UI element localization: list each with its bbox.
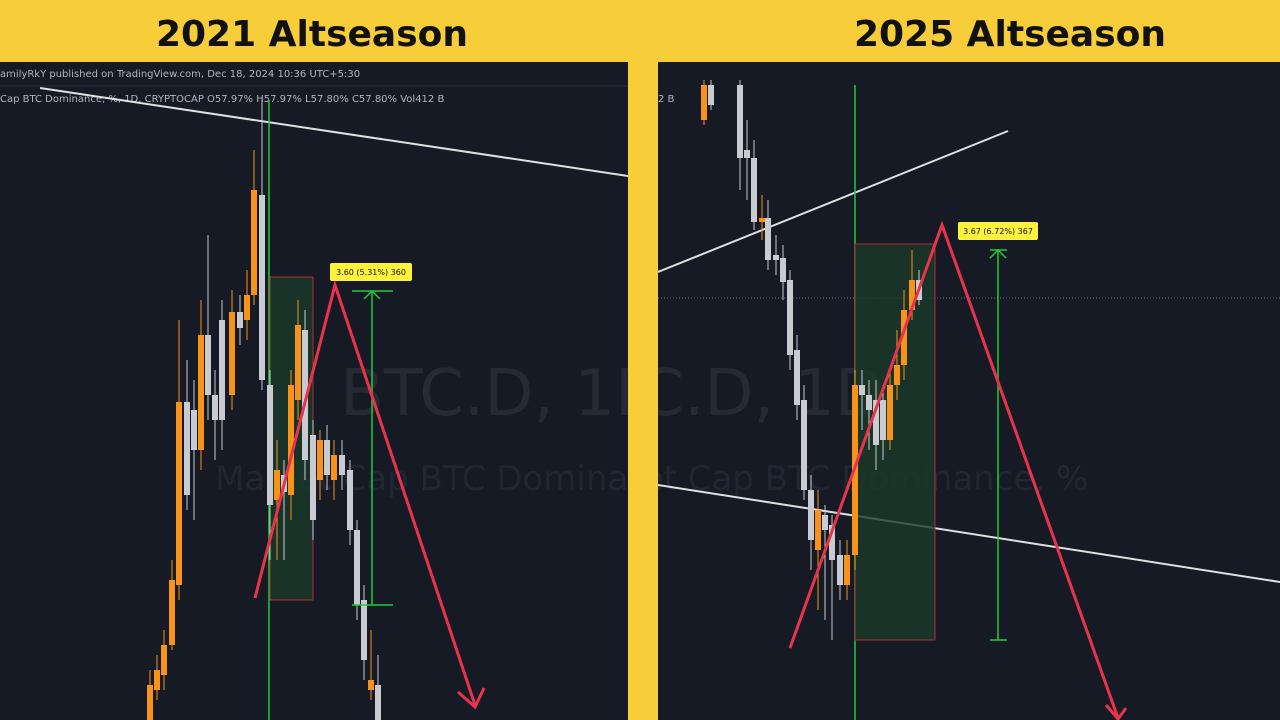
panel-bg xyxy=(0,62,628,720)
candle-body xyxy=(161,645,167,675)
candle-body xyxy=(331,455,337,480)
candle-body xyxy=(375,685,381,720)
candle-body xyxy=(737,85,743,158)
projection-arrowhead xyxy=(1104,704,1128,720)
measure-label-bg xyxy=(330,263,412,281)
candle-body xyxy=(244,295,250,320)
right-title: 2025 Altseason xyxy=(854,14,1166,55)
candle-body xyxy=(198,335,204,450)
candle-body xyxy=(901,310,907,365)
legend-fragment: 2 B xyxy=(658,94,675,105)
candle-body xyxy=(288,385,294,495)
watermark-name: Market Cap BTC Dominance, % xyxy=(560,459,1088,499)
projection-arrowhead xyxy=(457,687,486,710)
candle-body xyxy=(354,530,360,605)
publish-line: amilyRkY published on TradingView.com, D… xyxy=(0,69,360,80)
candle-body xyxy=(887,385,893,440)
candle-body xyxy=(212,395,218,420)
candle-body xyxy=(317,440,323,480)
candle-body xyxy=(154,670,160,690)
candle-body xyxy=(744,150,750,158)
candle-body xyxy=(169,580,175,645)
candle-body xyxy=(259,195,265,380)
candle-body xyxy=(822,515,828,530)
candle-body xyxy=(251,190,257,295)
candle-body xyxy=(324,440,330,475)
candles xyxy=(147,100,381,720)
candle-body xyxy=(184,402,190,495)
candle-body xyxy=(880,400,886,440)
candle-body xyxy=(701,85,707,120)
candle-body xyxy=(837,555,843,585)
candle-body xyxy=(147,685,153,720)
left-chart-panel: BTC.D, 1D Market Cap BTC Dominance, % am… xyxy=(0,62,664,720)
candle-body xyxy=(844,555,850,585)
candle-body xyxy=(815,510,821,550)
measure-label: 3.60 (5.31%) 360 xyxy=(336,268,406,277)
candle-body xyxy=(274,470,280,500)
candle-body xyxy=(794,350,800,405)
candle-body xyxy=(368,680,374,690)
candle-body xyxy=(205,335,211,395)
measure-arrow xyxy=(989,248,1007,259)
trend-line xyxy=(39,87,628,177)
measure-arrow xyxy=(363,289,381,300)
candle-body xyxy=(765,218,771,260)
right-chart-panel: BTC.D, 1D Market Cap BTC Dominance, % 2 … xyxy=(560,62,1280,720)
candle-body xyxy=(347,470,353,530)
legend-line: Cap BTC Dominance, %, 1D, CRYPTOCAP O57.… xyxy=(0,94,444,105)
candle-body xyxy=(780,258,786,282)
candle-body xyxy=(773,255,779,260)
measure-label: 3.67 (6.72%) 367 xyxy=(963,227,1033,236)
panel-bg xyxy=(658,62,1280,720)
candle-body xyxy=(787,280,793,355)
highlight-box xyxy=(854,243,936,641)
candle-body xyxy=(219,320,225,420)
candle-body xyxy=(801,400,807,490)
candle-body xyxy=(295,325,301,400)
candle-body xyxy=(708,85,714,105)
candle-body xyxy=(909,280,915,310)
candle-body xyxy=(866,395,872,410)
candle-body xyxy=(191,410,197,450)
measure-label-bg xyxy=(958,222,1038,240)
candle-body xyxy=(267,385,273,505)
candle-body xyxy=(894,365,900,385)
projection-path xyxy=(788,220,1120,719)
candle-body xyxy=(873,400,879,445)
candle-body xyxy=(237,312,243,328)
candle-body xyxy=(859,385,865,395)
candle-body xyxy=(759,218,765,222)
trend-line xyxy=(658,130,1009,273)
candle-body xyxy=(339,455,345,475)
candle-body xyxy=(829,525,835,560)
watermark-symbol: BTC.D, 1D xyxy=(560,357,884,431)
candle-body xyxy=(302,330,308,460)
candle-body xyxy=(176,402,182,585)
left-title: 2021 Altseason xyxy=(156,14,468,55)
trend-line xyxy=(658,484,1280,583)
candle-body xyxy=(229,312,235,395)
candle-body xyxy=(751,158,757,222)
projection-path xyxy=(253,279,477,706)
watermark-symbol: BTC.D, 1D xyxy=(340,357,664,431)
candle-body xyxy=(361,600,367,660)
candle-body xyxy=(808,490,814,540)
candle-body xyxy=(310,435,316,520)
